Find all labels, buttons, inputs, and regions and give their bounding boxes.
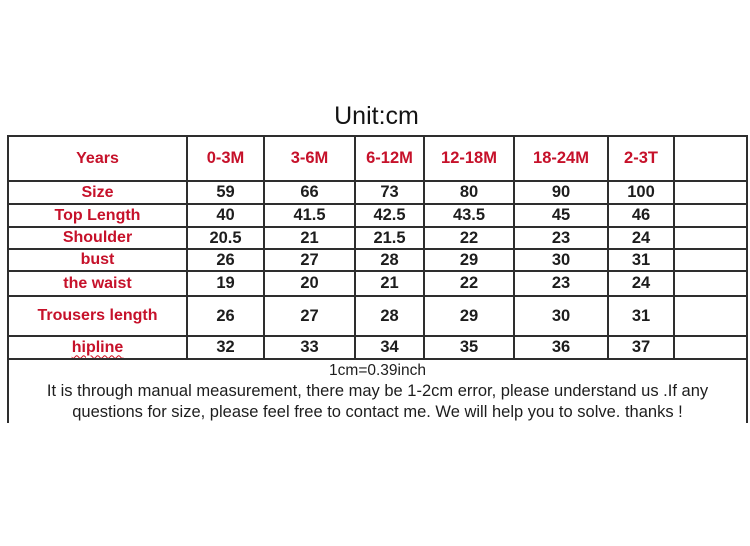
- value-cell: 26: [186, 295, 265, 337]
- row-label-bust: bust: [7, 248, 188, 272]
- value-cell: 33: [263, 335, 356, 360]
- value-cell-empty: [673, 203, 748, 228]
- header-row: Years 0-3M 3-6M 6-12M 12-18M 18-24M 2-3T: [7, 135, 748, 182]
- value-cell: 100: [607, 180, 675, 205]
- column-header-empty: [673, 135, 748, 182]
- size-chart-table: Years 0-3M 3-6M 6-12M 12-18M 18-24M 2-3T…: [7, 135, 748, 423]
- row-label-top-length: Top Length: [7, 203, 188, 228]
- value-cell: 29: [423, 248, 515, 272]
- measurement-note-line2: questions for size, please feel free to …: [72, 402, 683, 421]
- unit-title: Unit:cm: [334, 102, 419, 130]
- value-cell-empty: [673, 295, 748, 337]
- value-cell: 29: [423, 295, 515, 337]
- value-cell-empty: [673, 226, 748, 250]
- value-cell: 37: [607, 335, 675, 360]
- value-cell: 21.5: [354, 226, 425, 250]
- value-cell: 23: [513, 270, 609, 297]
- value-cell: 23: [513, 226, 609, 250]
- value-cell-empty: [673, 270, 748, 297]
- value-cell: 80: [423, 180, 515, 205]
- column-header-0-3m: 0-3M: [186, 135, 265, 182]
- value-cell: 66: [263, 180, 356, 205]
- column-header-3-6m: 3-6M: [263, 135, 356, 182]
- value-cell: 45: [513, 203, 609, 228]
- table-row-waist: the waist 19 20 21 22 23 24: [7, 270, 748, 297]
- column-header-18-24m: 18-24M: [513, 135, 609, 182]
- column-header-12-18m: 12-18M: [423, 135, 515, 182]
- value-cell: 32: [186, 335, 265, 360]
- column-header-6-12m: 6-12M: [354, 135, 425, 182]
- value-cell: 35: [423, 335, 515, 360]
- footer-row: 1cm=0.39inch It is through manual measur…: [7, 358, 748, 423]
- table-row-shoulder: Shoulder 20.5 21 21.5 22 23 24: [7, 226, 748, 250]
- value-cell: 22: [423, 270, 515, 297]
- value-cell-empty: [673, 180, 748, 205]
- value-cell: 41.5: [263, 203, 356, 228]
- value-cell: 27: [263, 295, 356, 337]
- table-row-top-length: Top Length 40 41.5 42.5 43.5 45 46: [7, 203, 748, 228]
- table-row-bust: bust 26 27 28 29 30 31: [7, 248, 748, 272]
- row-label-waist: the waist: [7, 270, 188, 297]
- table-row-hipline: hipline 32 33 34 35 36 37: [7, 335, 748, 360]
- value-cell: 19: [186, 270, 265, 297]
- measurement-note-line1: It is through manual measurement, there …: [46, 382, 709, 400]
- value-cell: 20: [263, 270, 356, 297]
- footer-note-cell: 1cm=0.39inch It is through manual measur…: [7, 358, 748, 423]
- table-row-trousers-length: Trousers length 26 27 28 29 30 31: [7, 295, 748, 337]
- value-cell: 21: [263, 226, 356, 250]
- value-cell: 21: [354, 270, 425, 297]
- value-cell: 90: [513, 180, 609, 205]
- hipline-misspelled-text: hipline: [71, 338, 124, 356]
- value-cell: 22: [423, 226, 515, 250]
- value-cell: 40: [186, 203, 265, 228]
- value-cell: 31: [607, 248, 675, 272]
- value-cell: 34: [354, 335, 425, 360]
- value-cell: 36: [513, 335, 609, 360]
- conversion-note: 1cm=0.39inch: [329, 362, 426, 379]
- row-label-shoulder: Shoulder: [7, 226, 188, 250]
- value-cell: 43.5: [423, 203, 515, 228]
- value-cell: 24: [607, 226, 675, 250]
- value-cell: 26: [186, 248, 265, 272]
- value-cell: 28: [354, 295, 425, 337]
- value-cell: 42.5: [354, 203, 425, 228]
- table-row-size: Size 59 66 73 80 90 100: [7, 180, 748, 205]
- value-cell-empty: [673, 248, 748, 272]
- value-cell-empty: [673, 335, 748, 360]
- value-cell: 28: [354, 248, 425, 272]
- value-cell: 59: [186, 180, 265, 205]
- value-cell: 30: [513, 248, 609, 272]
- value-cell: 30: [513, 295, 609, 337]
- row-label-hipline: hipline: [7, 335, 188, 360]
- value-cell: 24: [607, 270, 675, 297]
- value-cell: 31: [607, 295, 675, 337]
- column-header-2-3t: 2-3T: [607, 135, 675, 182]
- row-label-size: Size: [7, 180, 188, 205]
- row-label-trousers-length: Trousers length: [7, 295, 188, 337]
- value-cell: 27: [263, 248, 356, 272]
- value-cell: 46: [607, 203, 675, 228]
- row-label-years: Years: [7, 135, 188, 182]
- value-cell: 73: [354, 180, 425, 205]
- value-cell: 20.5: [186, 226, 265, 250]
